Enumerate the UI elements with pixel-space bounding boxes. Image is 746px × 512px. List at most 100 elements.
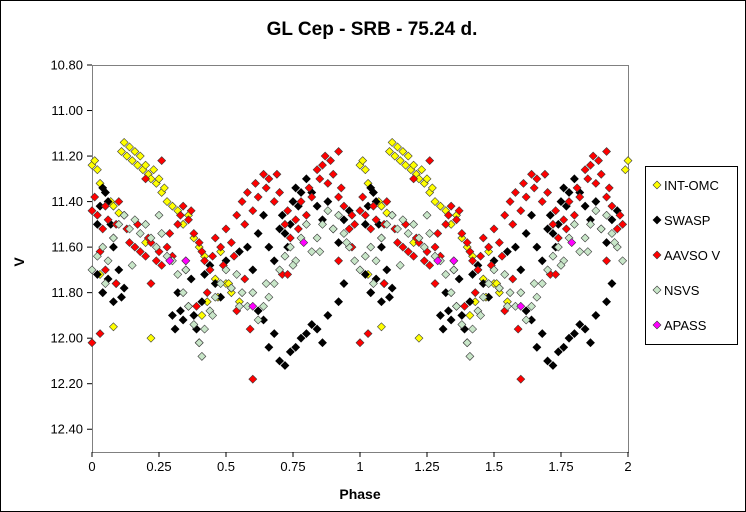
data-point [511,188,520,197]
data-point [355,206,365,216]
data-point [208,251,218,261]
data-point [264,242,274,252]
data-point [607,229,617,238]
data-point [594,156,603,166]
data-point [280,219,290,229]
data-point [216,242,226,252]
data-point [280,361,290,370]
data-point [393,224,402,234]
data-point [355,338,365,348]
data-point [277,210,287,220]
data-point [377,297,386,307]
data-point [537,329,547,339]
data-point [205,265,215,275]
data-point [320,151,330,161]
data-point [307,247,317,257]
data-point [502,247,512,257]
data-point [516,265,526,275]
data-point [521,192,531,202]
data-point [379,279,389,288]
data-point [176,210,185,220]
data-point [184,301,193,311]
data-point [95,329,105,339]
data-point [521,315,531,325]
data-point [427,183,437,193]
data-point [430,279,440,288]
data-point [583,247,593,257]
data-point [253,192,263,202]
data-point [323,206,333,216]
data-point [460,301,469,311]
data-point [363,329,373,339]
data-point [119,210,129,220]
data-point [494,288,504,298]
data-point [580,201,590,211]
data-point [551,206,561,216]
data-point [545,210,555,220]
y-tick-label: 12.20 [50,376,83,391]
data-point [122,151,132,161]
data-point [243,188,252,197]
data-point [261,183,271,193]
data-point [334,192,343,202]
data-point [146,279,156,288]
data-point [457,320,467,329]
data-point [401,160,410,170]
data-point [532,174,542,184]
data-point [127,260,137,270]
data-point [232,270,242,279]
data-point [575,247,585,257]
data-point [210,233,220,243]
data-point [197,247,207,257]
plot-area [92,65,629,453]
data-point [494,238,504,247]
data-point [328,224,338,234]
data-point [441,270,451,279]
data-point [559,215,569,225]
data-point [462,338,472,348]
data-point [505,197,515,207]
data-point [398,242,408,252]
data-point [234,301,244,311]
data-point [248,374,258,384]
x-tick-label: 1.75 [548,459,573,474]
data-point [583,174,593,184]
data-point [569,219,579,229]
data-point [489,224,499,234]
data-point [146,333,156,343]
data-point [194,338,204,348]
data-point [569,329,579,339]
data-point [165,256,175,266]
data-point [395,156,405,166]
data-point [275,356,285,366]
data-point [561,224,571,234]
data-point [382,219,392,229]
y-tick-label: 11.60 [51,240,83,255]
data-point [92,210,102,220]
data-point [291,215,301,225]
data-point [591,206,601,216]
data-point [449,265,459,275]
data-point [516,374,526,384]
data-point [100,188,110,197]
data-point [502,301,512,311]
data-point [347,210,357,220]
data-point [259,210,268,220]
data-point [189,310,199,320]
data-point [449,256,459,266]
data-point [200,324,209,334]
data-point [151,242,161,252]
data-point [103,215,113,225]
data-point [167,201,177,211]
data-point [283,206,293,216]
data-point [591,310,601,320]
data-point [184,215,193,225]
data-point [435,201,445,211]
data-point [114,208,124,218]
data-point [151,256,161,266]
legend-entry: AAVSO V [664,248,720,263]
data-point [468,270,477,279]
data-point [90,156,100,166]
data-point [452,215,461,225]
